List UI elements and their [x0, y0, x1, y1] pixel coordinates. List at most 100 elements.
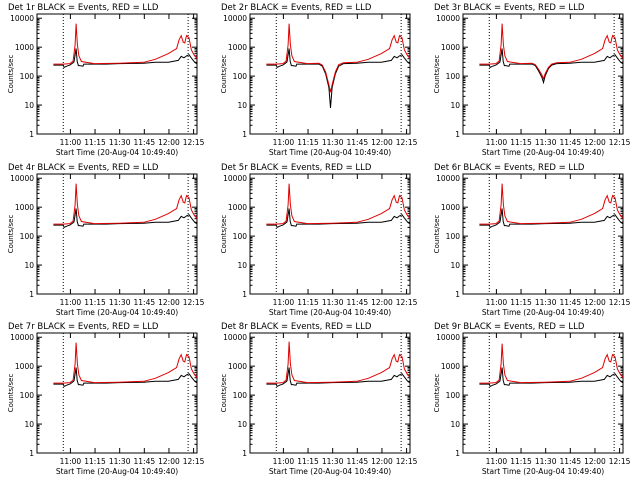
- detector-panel: Det 8r BLACK = Events, RED = LLD 1 10 100 10…: [220, 322, 418, 476]
- detector-panel: Det 2r BLACK = Events, RED = LLD 1 10 100 10…: [220, 3, 418, 157]
- y-tick-label: 10: [450, 101, 460, 110]
- y-tick-label: 1000: [228, 362, 247, 371]
- lld-series-line: [53, 23, 197, 65]
- detector-panel: Det 3r BLACK = Events, RED = LLD 1 10 100 10…: [433, 3, 631, 157]
- y-tick-label: 1: [29, 290, 34, 299]
- detector-panel: Det 7r BLACK = Events, RED = LLD 1 10 100 10…: [7, 322, 205, 476]
- events-series-line: [53, 208, 197, 229]
- plot-frame: [462, 332, 624, 454]
- x-tick-label: 12:15: [609, 138, 631, 147]
- y-tick-label: 100: [233, 232, 248, 241]
- plot-frame: [249, 332, 411, 454]
- x-axis-label: Start Time (20-Aug-04 10:49:40): [56, 308, 178, 317]
- panel-title: Det 2r BLACK = Events, RED = LLD: [221, 3, 372, 13]
- x-tick-label: 11:30: [322, 298, 344, 307]
- x-tick-label: 12:00: [584, 457, 606, 466]
- x-axis-label: Start Time (20-Aug-04 10:49:40): [56, 467, 178, 476]
- plot-frame: [36, 13, 198, 135]
- x-tick-label: 11:00: [273, 298, 295, 307]
- y-axis-label: Counts/sec: [433, 215, 441, 254]
- panel-title: Det 6r BLACK = Events, RED = LLD: [434, 163, 585, 173]
- x-tick-label: 11:45: [347, 298, 369, 307]
- plot-frame: [249, 173, 411, 295]
- x-tick-label: 11:15: [297, 457, 319, 466]
- x-tick-label: 11:00: [273, 457, 295, 466]
- y-tick-label: 10000: [10, 333, 34, 342]
- x-tick-label: 12:00: [584, 298, 606, 307]
- x-tick-label: 11:30: [109, 457, 131, 466]
- detector-panel: Det 5r BLACK = Events, RED = LLD 1 10 100 10…: [220, 163, 418, 317]
- lld-series-line: [479, 343, 623, 384]
- x-tick-label: 11:00: [486, 138, 508, 147]
- y-tick-label: 10000: [436, 333, 460, 342]
- y-tick-label: 1000: [441, 43, 460, 52]
- x-tick-label: 11:30: [322, 138, 344, 147]
- x-tick-label: 12:00: [584, 138, 606, 147]
- y-tick-label: 1000: [441, 203, 460, 212]
- y-tick-label: 100: [233, 391, 248, 400]
- x-tick-label: 11:45: [347, 138, 369, 147]
- x-axis-label: Start Time (20-Aug-04 10:49:40): [482, 308, 604, 317]
- y-tick-label: 1: [29, 130, 34, 139]
- x-tick-label: 11:30: [109, 298, 131, 307]
- x-tick-label: 11:45: [134, 298, 156, 307]
- x-axis-label: Start Time (20-Aug-04 10:49:40): [269, 148, 391, 157]
- x-tick-label: 11:45: [347, 457, 369, 466]
- plot-frame: [36, 332, 198, 454]
- x-tick-label: 11:30: [535, 138, 557, 147]
- y-tick-label: 10000: [223, 174, 247, 183]
- y-tick-label: 1: [242, 130, 247, 139]
- x-tick-label: 12:15: [183, 138, 205, 147]
- y-tick-label: 100: [20, 391, 35, 400]
- y-tick-label: 1: [455, 130, 460, 139]
- x-tick-label: 12:15: [609, 298, 631, 307]
- panel-title: Det 5r BLACK = Events, RED = LLD: [221, 163, 372, 173]
- detector-panel: Det 4r BLACK = Events, RED = LLD 1 10 100 10…: [7, 163, 205, 317]
- x-tick-label: 11:15: [297, 138, 319, 147]
- panel-title: Det 7r BLACK = Events, RED = LLD: [8, 322, 159, 332]
- x-axis-label: Start Time (20-Aug-04 10:49:40): [269, 467, 391, 476]
- x-tick-label: 11:45: [560, 138, 582, 147]
- events-series-line: [53, 48, 197, 69]
- events-series-line: [479, 208, 623, 229]
- y-tick-label: 1000: [441, 362, 460, 371]
- x-tick-label: 12:15: [609, 457, 631, 466]
- y-tick-label: 100: [233, 72, 248, 81]
- lld-series-line: [479, 183, 623, 225]
- x-tick-label: 11:15: [510, 457, 532, 466]
- x-tick-label: 11:15: [84, 298, 106, 307]
- plot-frame: [249, 13, 411, 135]
- detector-panel: Det 9r BLACK = Events, RED = LLD 1 10 100 10…: [433, 322, 631, 476]
- y-tick-label: 1: [455, 290, 460, 299]
- x-tick-label: 11:15: [84, 457, 106, 466]
- y-tick-label: 10: [237, 420, 247, 429]
- events-series-line: [53, 367, 197, 388]
- y-tick-label: 1000: [228, 43, 247, 52]
- x-tick-label: 12:15: [396, 457, 418, 466]
- x-tick-label: 12:00: [371, 138, 393, 147]
- events-series-line: [479, 367, 623, 388]
- x-axis-label: Start Time (20-Aug-04 10:49:40): [482, 467, 604, 476]
- x-tick-label: 12:00: [371, 457, 393, 466]
- y-tick-label: 100: [20, 232, 35, 241]
- x-tick-label: 12:15: [396, 298, 418, 307]
- lld-series-line: [53, 183, 197, 225]
- x-tick-label: 11:00: [60, 457, 82, 466]
- x-tick-label: 11:15: [510, 298, 532, 307]
- y-tick-label: 10: [237, 101, 247, 110]
- x-tick-label: 12:15: [183, 298, 205, 307]
- y-axis-label: Counts/sec: [7, 55, 15, 94]
- y-tick-label: 1000: [228, 203, 247, 212]
- x-axis-label: Start Time (20-Aug-04 10:49:40): [269, 308, 391, 317]
- plot-frame: [462, 173, 624, 295]
- x-tick-label: 11:30: [322, 457, 344, 466]
- y-tick-label: 100: [446, 72, 461, 81]
- x-axis-label: Start Time (20-Aug-04 10:49:40): [56, 148, 178, 157]
- lld-series-line: [479, 23, 623, 81]
- panel-title: Det 9r BLACK = Events, RED = LLD: [434, 322, 585, 332]
- x-tick-label: 11:45: [134, 138, 156, 147]
- y-tick-label: 10: [237, 261, 247, 270]
- x-tick-label: 11:00: [486, 298, 508, 307]
- x-tick-label: 11:15: [510, 138, 532, 147]
